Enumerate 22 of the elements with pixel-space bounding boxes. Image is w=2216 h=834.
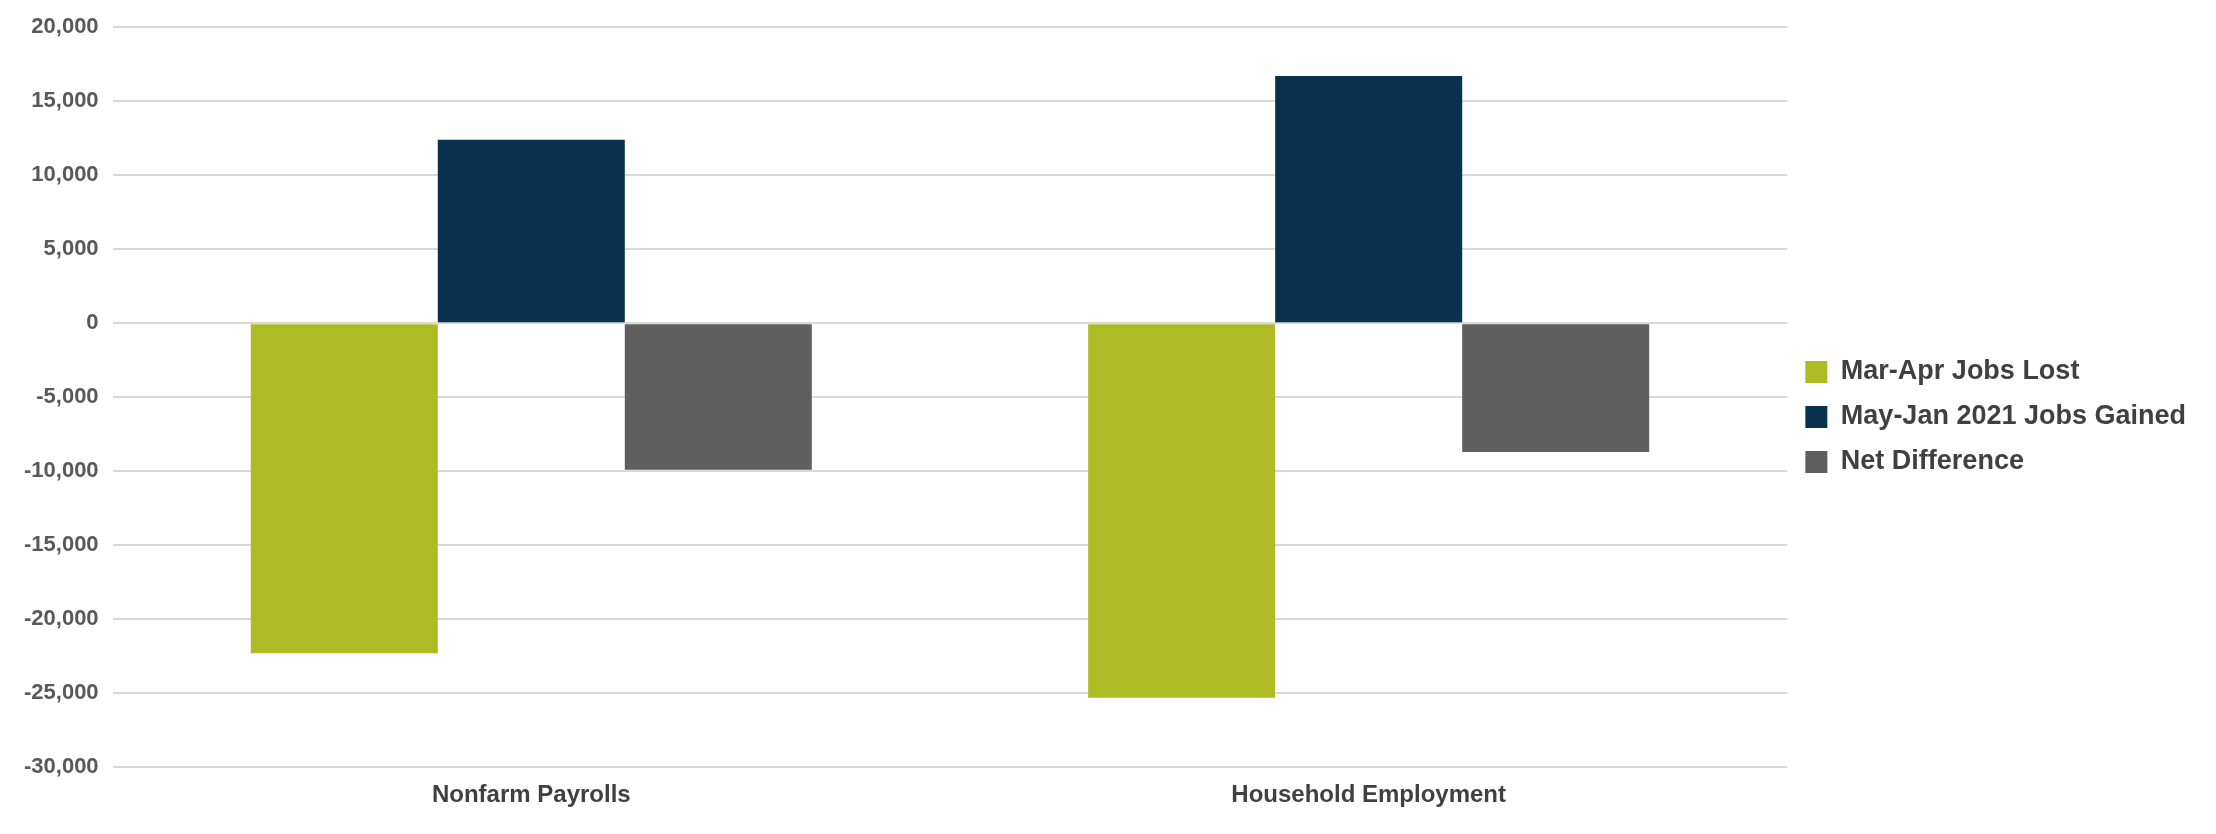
y-tick-label: 5,000 [43, 235, 99, 261]
y-tick-label: -15,000 [23, 531, 99, 557]
y-tick-label: -30,000 [23, 753, 99, 779]
x-tick-label: Nonfarm Payrolls [431, 780, 631, 808]
bar [1275, 76, 1463, 323]
bar [1462, 324, 1650, 452]
y-tick-label: 15,000 [31, 87, 99, 113]
bar [250, 324, 438, 654]
legend-label: Net Difference [1840, 445, 2024, 476]
y-tick-label: -20,000 [23, 605, 99, 631]
bar [624, 324, 812, 470]
y-tick-label: -25,000 [23, 679, 99, 705]
y-tick-label: 0 [86, 309, 99, 335]
bar [437, 139, 625, 323]
bar [1088, 324, 1276, 698]
y-tick-label: 20,000 [31, 13, 99, 39]
legend-label: Mar-Apr Jobs Lost [1840, 355, 2080, 386]
y-tick-label: 10,000 [31, 161, 99, 187]
legend-label: May-Jan 2021 Jobs Gained [1840, 400, 2187, 431]
y-tick-label: -10,000 [23, 457, 99, 483]
y-tick-label: -5,000 [36, 383, 99, 409]
x-tick-label: Household Employment [1231, 780, 1507, 808]
